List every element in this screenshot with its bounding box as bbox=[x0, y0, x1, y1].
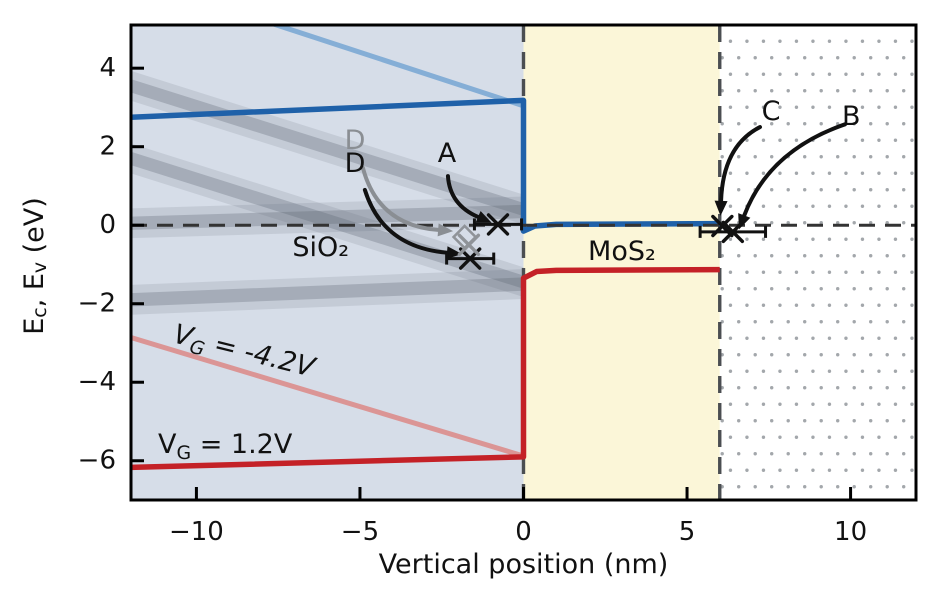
region-label-mos2: MoS₂ bbox=[588, 236, 656, 267]
xtick-label--5: −5 bbox=[341, 517, 379, 547]
arrow-C-head bbox=[714, 200, 728, 216]
series-ev-vg-4-2v- bbox=[131, 335, 525, 459]
arrow-B bbox=[742, 122, 848, 218]
ytick-label-2: 2 bbox=[99, 132, 116, 162]
defect-band-deep-light-halo bbox=[131, 143, 524, 298]
arrow-A-head bbox=[475, 210, 492, 223]
ytick-label--6: −6 bbox=[78, 446, 116, 476]
point-label-D-dark: D bbox=[345, 148, 366, 179]
region-mos2 bbox=[523, 25, 720, 500]
defect-band-shallow-dark-core bbox=[131, 204, 524, 230]
arrow-A bbox=[445, 174, 481, 219]
series-ev-vg-1-2v- bbox=[131, 266, 720, 471]
x-axis-label: Vertical position (nm) bbox=[379, 549, 669, 580]
ytick-label-0: 0 bbox=[99, 210, 116, 240]
ytick-label--4: −4 bbox=[78, 367, 116, 397]
arrow-D-dark-head bbox=[446, 246, 462, 260]
xtick-label-10: 10 bbox=[834, 517, 867, 547]
region-label-sio2: SiO₂ bbox=[292, 232, 349, 263]
gate-label-vg-pos: VG = 1.2V bbox=[158, 429, 293, 464]
xtick-label-5: 5 bbox=[679, 517, 696, 547]
xtick-label-0: 0 bbox=[515, 517, 532, 547]
defect-band-deep-dark-core bbox=[131, 277, 524, 307]
marker-x-D-light-x bbox=[457, 233, 481, 257]
defect-band-shallow-light-halo bbox=[131, 70, 524, 225]
point-label-C: C bbox=[762, 95, 781, 126]
y-axis-label: Ec, Ev (eV) bbox=[19, 197, 52, 335]
defect-band-deep-light-core bbox=[131, 151, 524, 289]
ytick-label--2: −2 bbox=[78, 289, 116, 319]
series-ec-vg-4-2v- bbox=[273, 25, 525, 109]
arrow-C bbox=[719, 125, 762, 203]
marker-x-A bbox=[486, 213, 510, 236]
defect-band-deep-dark-halo bbox=[131, 269, 524, 315]
point-label-B: B bbox=[842, 101, 861, 132]
point-label-D-gray: D bbox=[345, 125, 366, 156]
arrow-D-gray-head bbox=[437, 223, 454, 237]
region-vacuum-dots bbox=[719, 25, 916, 500]
ytick-label-4: 4 bbox=[99, 53, 116, 83]
arrow-D-dark bbox=[362, 187, 449, 255]
xtick-label--10: −10 bbox=[169, 517, 224, 547]
arrow-D-gray bbox=[360, 165, 441, 232]
marker-x-B bbox=[721, 220, 745, 244]
point-label-A: A bbox=[438, 137, 457, 168]
